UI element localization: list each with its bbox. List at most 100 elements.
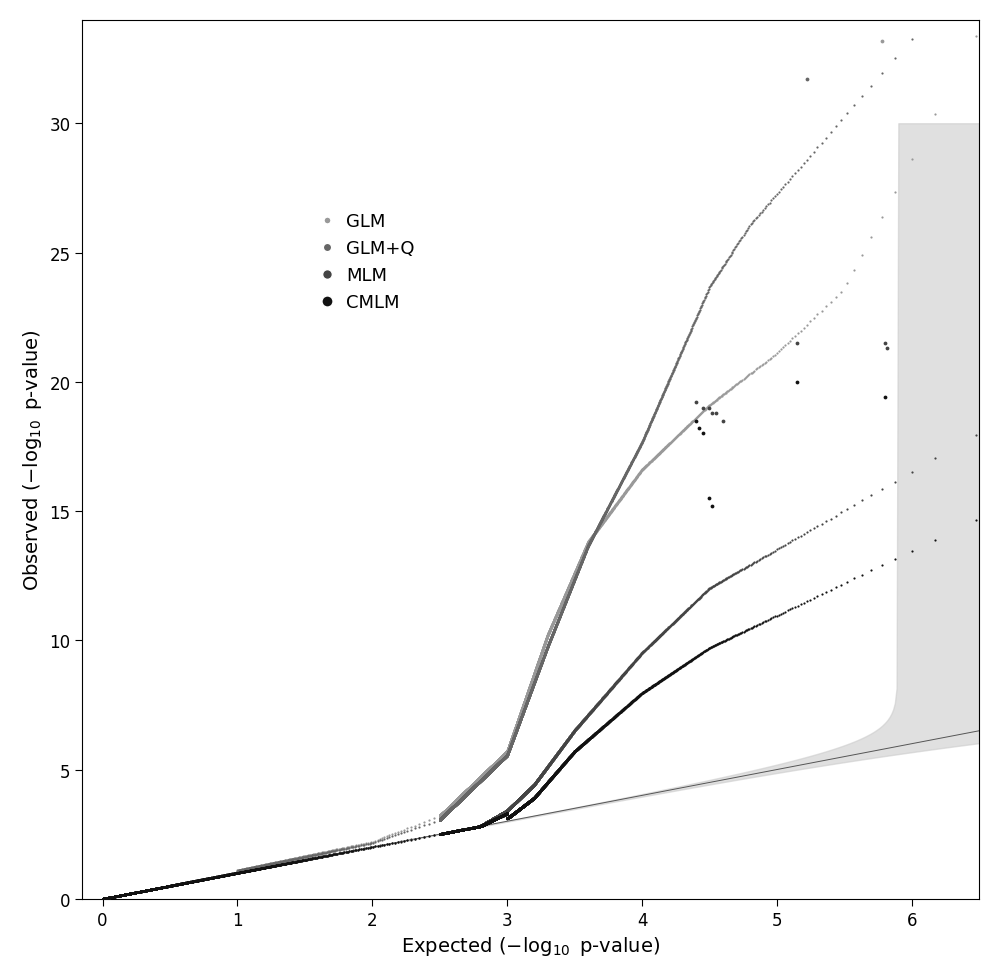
Point [560, 581, 576, 597]
Point [535, 779, 551, 795]
Point [434, 825, 450, 841]
Point [655, 672, 671, 688]
Point [528, 661, 544, 677]
Point [454, 822, 470, 838]
Point [462, 782, 478, 798]
Point [119, 886, 135, 902]
Point [475, 771, 491, 786]
Point [517, 698, 533, 714]
Point [512, 707, 528, 723]
Point [107, 889, 123, 905]
Point [547, 621, 563, 637]
Point [440, 824, 456, 840]
Point [474, 768, 490, 783]
Point [435, 825, 451, 841]
Point [101, 890, 117, 906]
Point [518, 689, 534, 704]
Point [234, 863, 250, 878]
Point [462, 821, 478, 836]
Point [486, 812, 502, 827]
Point [333, 841, 349, 857]
Point [488, 754, 504, 770]
Point [440, 824, 456, 840]
Point [448, 797, 464, 813]
Point [458, 787, 474, 803]
Point [439, 802, 455, 818]
Point [147, 881, 163, 897]
Point [471, 774, 487, 789]
Point [209, 868, 225, 884]
Point [524, 680, 540, 695]
Point [549, 764, 565, 779]
Point [456, 822, 472, 837]
Point [442, 824, 458, 840]
Point [459, 785, 475, 801]
Point [457, 822, 473, 837]
Point [443, 824, 459, 840]
Point [506, 730, 522, 745]
Point [471, 771, 487, 786]
Point [156, 879, 172, 895]
Point [457, 822, 473, 837]
Point [99, 890, 115, 906]
Point [477, 766, 493, 781]
Point [447, 797, 463, 813]
Point [467, 820, 483, 835]
Point [533, 782, 549, 798]
Point [460, 785, 476, 801]
Point [444, 824, 460, 840]
Point [434, 811, 450, 826]
Point [452, 788, 468, 804]
Point [436, 825, 452, 841]
Point [469, 819, 485, 834]
Point [492, 807, 508, 822]
Point [475, 771, 491, 786]
Point [477, 765, 493, 780]
Point [452, 822, 468, 838]
Point [621, 660, 637, 676]
Point [99, 890, 115, 906]
Point [487, 810, 503, 825]
Point [441, 824, 457, 840]
Point [563, 581, 579, 597]
Point [454, 790, 470, 806]
Point [436, 825, 452, 841]
Point [646, 678, 662, 693]
Point [486, 812, 502, 827]
Point [574, 553, 590, 568]
Point [519, 784, 535, 800]
Point [637, 460, 653, 475]
Point [174, 875, 190, 891]
Point [444, 823, 460, 839]
Point [442, 798, 458, 814]
Point [209, 868, 225, 884]
Point [489, 809, 505, 824]
Point [223, 867, 239, 882]
Point [206, 869, 222, 885]
Point [503, 733, 519, 748]
Point [464, 821, 480, 836]
Point [447, 823, 463, 839]
Point [487, 755, 503, 771]
Point [451, 793, 467, 809]
Point [439, 805, 455, 821]
Point [446, 823, 462, 839]
Point [476, 816, 492, 831]
Point [167, 877, 183, 893]
Point [440, 804, 456, 820]
Point [97, 891, 113, 907]
Point [180, 874, 196, 890]
Point [450, 790, 466, 806]
Point [625, 655, 641, 671]
Point [505, 798, 521, 814]
Point [104, 889, 120, 905]
Point [477, 816, 493, 831]
Point [511, 710, 527, 726]
Point [655, 443, 671, 459]
Point [444, 823, 460, 839]
Point [549, 616, 565, 632]
Point [441, 824, 457, 840]
Point [450, 822, 466, 838]
Point [444, 823, 460, 839]
Point [134, 883, 150, 899]
